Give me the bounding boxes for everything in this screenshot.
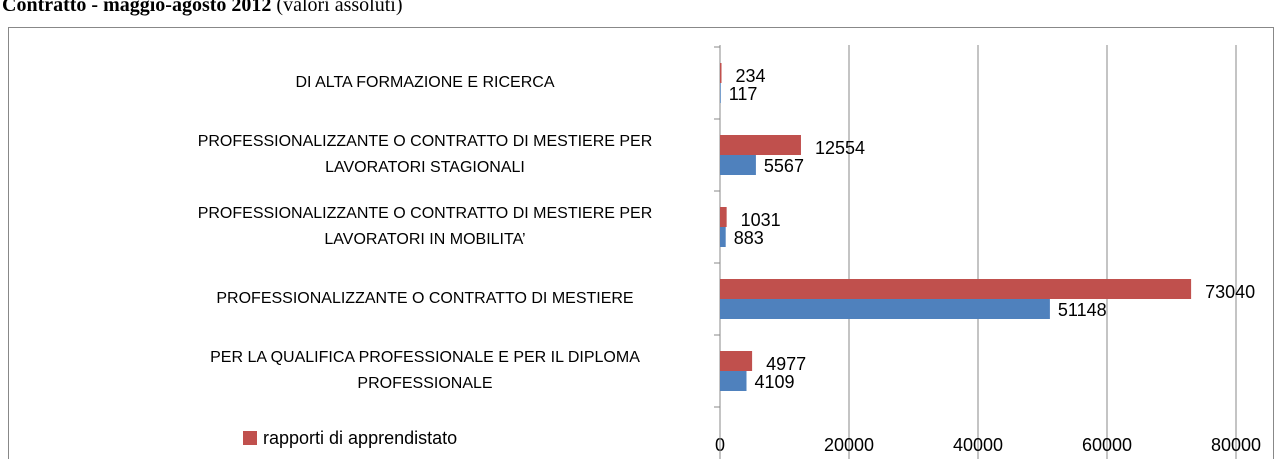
data-label: 73040 [1205,282,1255,302]
title-block: Contratto - maggio-agosto 2012 (valori a… [2,0,403,17]
x-tick-label: 60000 [1082,435,1132,455]
data-label: 5567 [764,156,804,176]
bar [720,227,726,247]
bar [720,279,1192,299]
bar [720,83,721,103]
y-tick-label: PER LA QUALIFICA PROFESSIONALE E PER IL … [210,349,640,392]
bar [720,207,727,227]
x-tick-label: 80000 [1211,435,1261,455]
x-tick-label: 20000 [824,435,874,455]
bar [720,155,756,175]
data-label: 4977 [766,354,806,374]
legend-label: rapporti di apprendistato [263,428,457,448]
chart-title: Contratto - maggio-agosto 2012 [2,0,272,16]
bar [720,371,747,391]
x-tick-label: 40000 [953,435,1003,455]
bar [720,299,1050,319]
data-label: 51148 [1058,300,1107,320]
chart-frame [8,27,1274,459]
y-tick-label: PROFESSIONALIZZANTE O CONTRATTO DI MESTI… [197,133,653,176]
bar [720,63,722,83]
y-tick-label: PROFESSIONALIZZANTE O CONTRATTO DI MESTI… [197,205,653,248]
chart-subtitle: (valori assoluti) [276,0,403,16]
data-label: 234 [736,66,766,86]
legend-swatch [243,431,257,445]
data-label: 1031 [741,210,781,230]
data-label: 12554 [815,138,865,158]
bar [720,135,801,155]
y-tick-label: PROFESSIONALIZZANTE O CONTRATTO DI MESTI… [216,290,634,307]
data-label: 883 [734,228,764,248]
y-tick-label: DI ALTA FORMAZIONE E RICERCA [295,74,555,91]
data-label: 117 [729,84,758,104]
data-label: 4109 [755,372,795,392]
bar [720,351,753,371]
